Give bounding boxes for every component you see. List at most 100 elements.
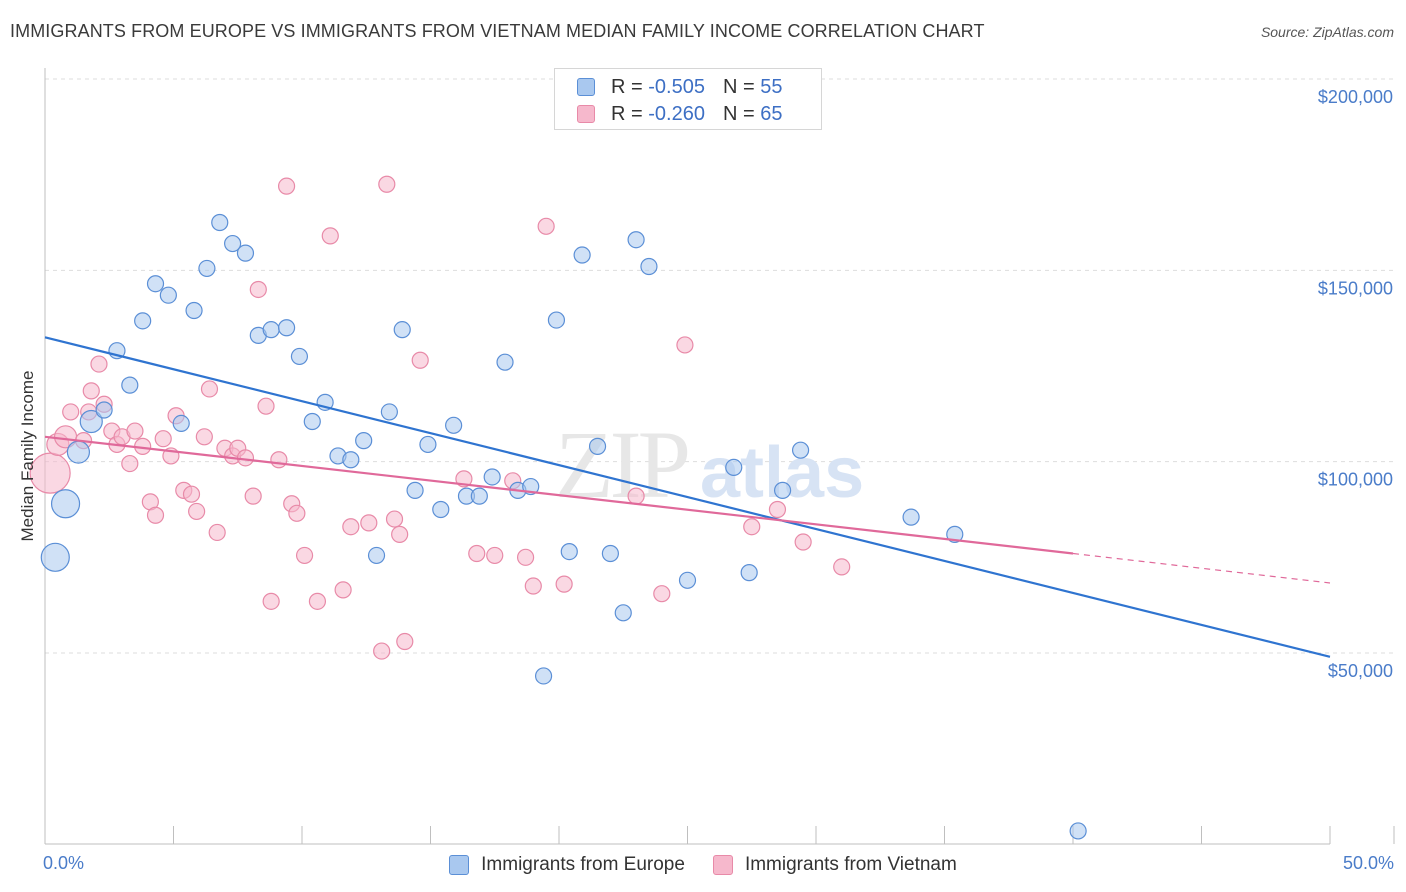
vietnam-point <box>794 533 812 551</box>
r-value: -0.505 <box>648 75 705 98</box>
y-tick-label: $100,000 <box>1318 470 1393 490</box>
europe-point <box>432 500 450 519</box>
legend-row-europe: R = -0.505 N = 55 <box>577 75 782 99</box>
europe-point <box>342 451 360 469</box>
vietnam-point <box>524 577 542 595</box>
chart-title: IMMIGRANTS FROM EUROPE VS IMMIGRANTS FRO… <box>10 21 985 41</box>
europe-point <box>134 312 152 330</box>
vietnam-point <box>385 510 404 528</box>
y-axis-label: Median Family Income <box>18 370 37 541</box>
legend-row-vietnam: R = -0.260 N = 65 <box>577 102 782 126</box>
vietnam-point <box>411 351 429 369</box>
y-tick-label: $50,000 <box>1328 661 1393 681</box>
vietnam-swatch <box>712 855 733 875</box>
vietnam-points <box>29 175 851 660</box>
vietnam-point <box>653 585 671 603</box>
vietnam-point <box>396 632 414 651</box>
legend-item-europe[interactable]: Immigrants from Europe <box>449 854 685 876</box>
europe-point <box>773 481 792 499</box>
vietnam-point <box>249 280 267 299</box>
europe-point <box>560 542 578 561</box>
vietnam-point <box>537 217 555 235</box>
europe-point <box>470 487 488 505</box>
europe-point <box>678 571 697 589</box>
europe-point <box>40 542 70 572</box>
vietnam-point <box>378 175 396 193</box>
europe-point <box>303 412 321 431</box>
europe-point <box>601 544 620 563</box>
vietnam-trendline <box>44 435 1074 555</box>
europe-point <box>159 286 177 304</box>
correlation-legend: R = -0.505 N = 55 R = -0.260 N = 65 <box>554 68 822 130</box>
europe-point <box>445 416 463 434</box>
europe-point <box>534 667 553 685</box>
vietnam-point <box>768 500 787 519</box>
vietnam-point <box>555 575 573 593</box>
europe-point <box>95 401 113 419</box>
europe-point <box>791 441 810 459</box>
x-tick-label: 0.0% <box>43 853 84 873</box>
vietnam-point <box>29 452 71 494</box>
europe-point <box>146 275 165 293</box>
x-tick-label: 50.0% <box>1343 853 1394 873</box>
europe-point <box>380 403 398 421</box>
vietnam-trendline-extension <box>1072 552 1331 584</box>
europe-point <box>236 244 255 262</box>
vietnam-point <box>82 382 100 400</box>
vietnam-point <box>295 546 314 565</box>
europe-point <box>277 319 296 337</box>
europe-point <box>640 257 658 276</box>
europe-point <box>79 409 103 434</box>
vietnam-point <box>334 581 352 599</box>
vietnam-point <box>270 451 288 469</box>
vietnam-point <box>833 558 851 576</box>
europe-point <box>547 311 566 329</box>
europe-point <box>172 414 190 432</box>
vietnam-point <box>321 227 339 245</box>
europe-point <box>367 546 386 565</box>
r-label: R = <box>611 75 643 98</box>
europe-point <box>725 458 743 477</box>
vietnam-point <box>468 544 486 563</box>
europe-point <box>224 234 242 253</box>
vietnam-point <box>516 548 535 566</box>
r-label: R = <box>611 102 643 125</box>
europe-point <box>573 246 591 264</box>
source-credit: Source: ZipAtlas.com <box>1260 24 1394 40</box>
n-label: N = <box>722 102 755 125</box>
europe-point <box>496 353 514 371</box>
europe-point <box>588 437 607 455</box>
vietnam-swatch <box>577 105 595 123</box>
vietnam-point <box>627 487 645 505</box>
vietnam-point <box>146 506 165 524</box>
vietnam-point <box>373 642 391 660</box>
axis-layer <box>44 68 1395 845</box>
vietnam-point <box>486 546 504 565</box>
europe-point <box>211 213 229 232</box>
grid-layer <box>45 78 1394 654</box>
europe-point <box>66 440 91 464</box>
legend-label-vietnam: Immigrants from Vietnam <box>744 854 957 875</box>
europe-point <box>185 301 203 320</box>
europe-point <box>627 231 645 249</box>
y-tick-label: $150,000 <box>1318 278 1393 298</box>
europe-point <box>419 435 437 454</box>
europe-point <box>1069 822 1087 840</box>
vietnam-point <box>182 485 201 503</box>
europe-points <box>40 213 1087 840</box>
vietnam-point <box>195 428 213 446</box>
vietnam-point <box>308 592 327 610</box>
europe-point <box>121 376 139 394</box>
vietnam-point <box>277 177 296 195</box>
europe-point <box>946 525 964 543</box>
vietnam-point <box>288 504 306 522</box>
series-legend: Immigrants from Europe Immigrants from V… <box>0 852 1406 878</box>
n-label: N = <box>722 75 755 98</box>
vietnam-point <box>360 514 378 532</box>
europe-point <box>614 604 632 622</box>
vietnam-point <box>676 336 694 354</box>
legend-item-vietnam[interactable]: Immigrants from Vietnam <box>712 854 957 876</box>
vietnam-point <box>200 380 219 398</box>
n-value: 65 <box>760 102 783 125</box>
